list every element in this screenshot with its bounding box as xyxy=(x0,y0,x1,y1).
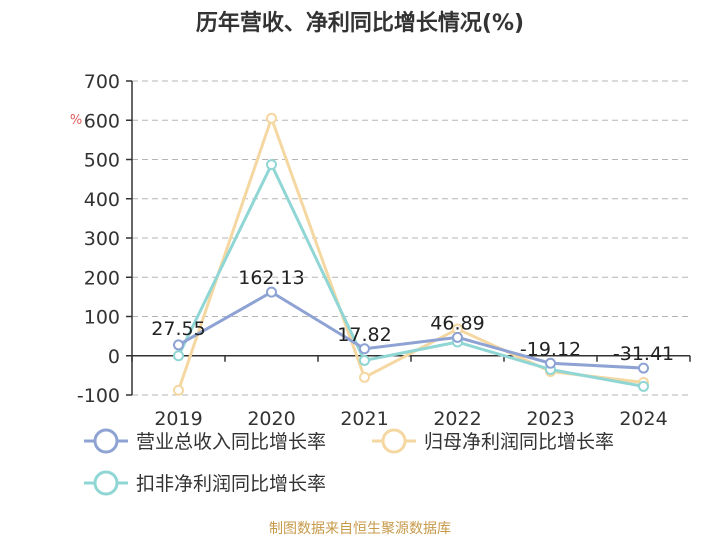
data-label: 46.89 xyxy=(430,312,484,334)
data-labels: 27.55 162.13 17.82 46.89 -19.12 -31.41 xyxy=(151,267,674,365)
y-tick-label: 0 xyxy=(108,346,120,368)
data-point xyxy=(266,286,277,298)
y-tick-label: 600 xyxy=(84,110,120,132)
chart-title: 历年营收、净利同比增长情况(%) xyxy=(196,10,524,36)
legend-item[interactable]: 归母净利润同比增长率 xyxy=(372,428,614,454)
data-point xyxy=(359,371,370,383)
data-label: 17.82 xyxy=(337,324,391,346)
data-label: 162.13 xyxy=(238,267,304,289)
data-point xyxy=(359,354,370,366)
legend-swatch-marker xyxy=(93,470,119,496)
data-point xyxy=(545,357,556,369)
x-tick-label: 2022 xyxy=(433,408,481,430)
x-tick-label: 2021 xyxy=(340,408,388,430)
data-label: 27.55 xyxy=(151,318,205,340)
x-tick-label: 2024 xyxy=(619,408,667,430)
legend-item[interactable]: 营业总收入同比增长率 xyxy=(84,428,326,454)
grid xyxy=(132,80,690,396)
y-tick-label: 200 xyxy=(84,267,120,289)
data-label: -19.12 xyxy=(520,338,581,360)
legend-swatch-marker xyxy=(381,428,407,454)
y-tick-label: -100 xyxy=(77,385,120,407)
x-tick-label: 2023 xyxy=(526,408,574,430)
data-point xyxy=(266,159,277,171)
legend-item[interactable]: 扣非净利润同比增长率 xyxy=(84,470,326,496)
x-tick-label: 2019 xyxy=(154,408,202,430)
y-tick-label: 700 xyxy=(84,71,120,93)
data-label: -31.41 xyxy=(613,343,674,365)
series-line xyxy=(177,290,644,370)
data-point xyxy=(359,343,370,355)
series-line xyxy=(177,163,644,388)
legend-swatch-marker xyxy=(93,428,119,454)
legend-label: 营业总收入同比增长率 xyxy=(136,431,326,453)
data-point xyxy=(173,339,184,351)
source-note: 制图数据来自恒生聚源数据库 xyxy=(269,521,451,537)
x-tick-label: 2020 xyxy=(247,408,295,430)
legend-label: 归母净利润同比增长率 xyxy=(424,431,614,453)
axes: -100 0 100 200 300 400 500 600 700 2019 2020 2021 20… xyxy=(77,71,691,430)
legend-label: 扣非净利润同比增长率 xyxy=(136,473,326,495)
data-point xyxy=(638,362,649,374)
data-point xyxy=(452,331,463,343)
y-tick-label: 500 xyxy=(84,150,120,172)
data-point xyxy=(173,350,184,362)
data-point xyxy=(173,384,184,396)
data-point xyxy=(638,380,649,392)
y-tick-label: 300 xyxy=(84,228,120,250)
y-tick-label: 400 xyxy=(84,189,120,211)
data-point xyxy=(266,112,277,124)
y-tick-label: 100 xyxy=(84,307,120,329)
series-lines xyxy=(173,112,649,396)
y-unit-label: % xyxy=(70,113,82,128)
